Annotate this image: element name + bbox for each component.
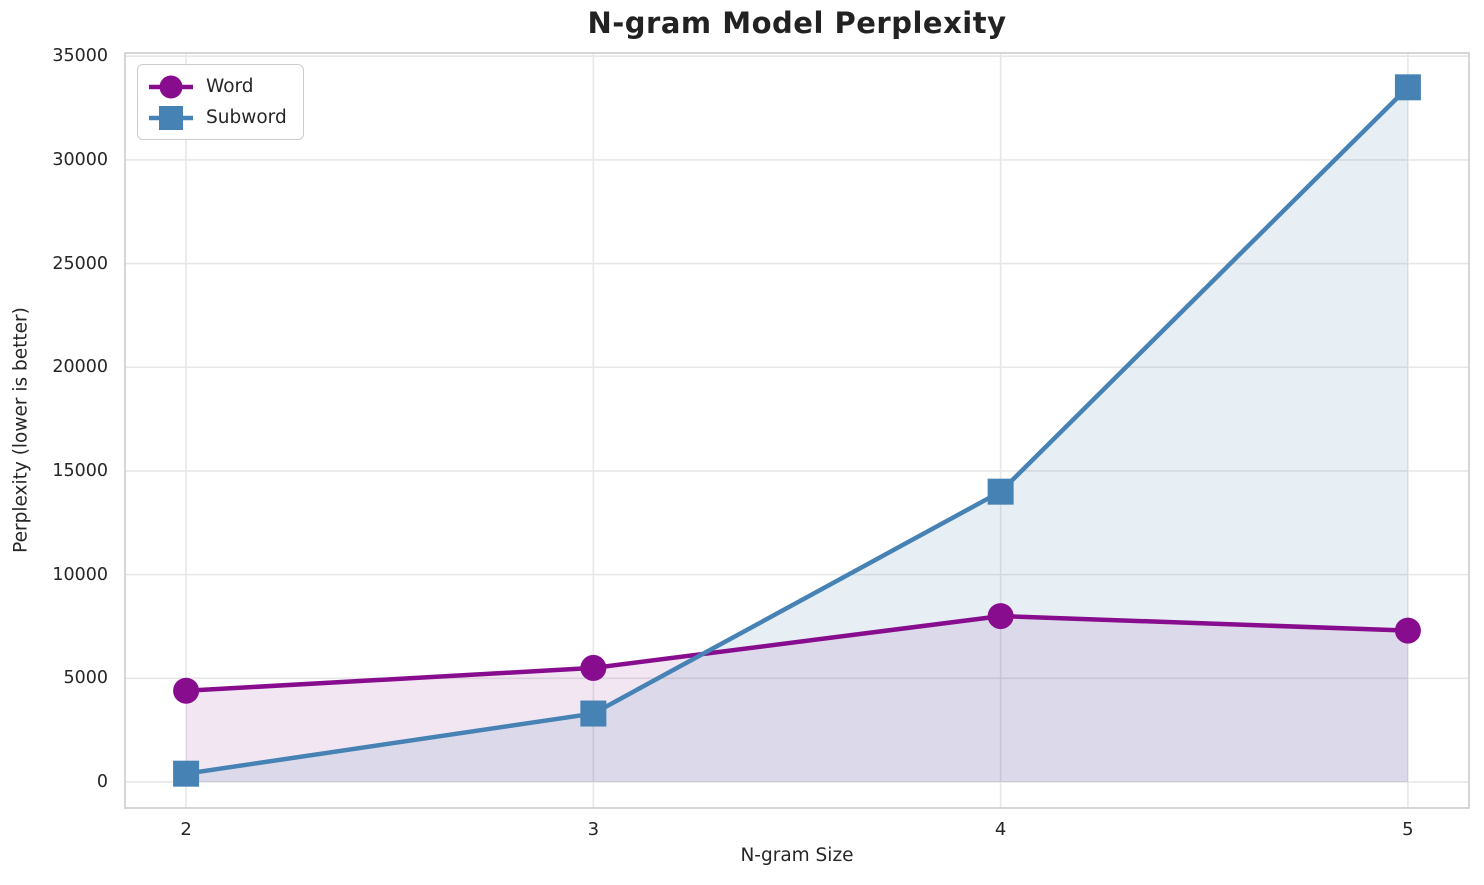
y-tick-label: 0: [96, 771, 108, 792]
circle-marker-icon: [149, 75, 193, 98]
legend-label-word: Word: [206, 76, 254, 97]
series-word: [173, 603, 1421, 704]
data-point-subword-2: [173, 760, 200, 787]
x-tick-label: 3: [587, 819, 600, 840]
legend-label-subword: Subword: [206, 107, 287, 128]
data-point-word-4: [987, 603, 1014, 630]
series-subword: [173, 74, 1421, 787]
y-tick-label: 25000: [52, 253, 108, 274]
data-point-word-3: [580, 654, 607, 681]
chart-title: N-gram Model Perplexity: [587, 6, 1007, 40]
y-tick-label: 15000: [52, 460, 108, 481]
data-point-subword-3: [580, 700, 607, 727]
series-line-subword: [185, 85, 1410, 776]
x-tick-label: 4: [994, 819, 1007, 840]
data-point-subword-5: [1394, 74, 1421, 101]
data-point-subword-4: [987, 478, 1014, 505]
x-tick-label: 5: [1402, 819, 1414, 840]
y-tick-label: 10000: [52, 564, 108, 585]
plot-spines: [124, 52, 1470, 809]
y-tick-label: 30000: [52, 149, 108, 170]
y-tick-label: 35000: [52, 46, 108, 67]
fill-area-subword: [186, 87, 1408, 782]
legend-item-subword: Subword: [148, 103, 287, 132]
series-line-word: [185, 613, 1408, 693]
data-point-word-5: [1394, 617, 1421, 644]
y-tick-label: 5000: [63, 668, 108, 689]
square-marker-icon: [149, 105, 193, 130]
legend-item-word: Word: [148, 72, 287, 101]
x-axis-label: N-gram Size: [740, 845, 854, 866]
x-tick-label: 2: [180, 819, 192, 840]
gridlines: [125, 53, 1469, 808]
data-point-word-2: [173, 677, 200, 704]
y-tick-label: 20000: [52, 357, 108, 378]
fill-area-word: [186, 616, 1408, 782]
legend: Word Subword: [137, 64, 304, 140]
